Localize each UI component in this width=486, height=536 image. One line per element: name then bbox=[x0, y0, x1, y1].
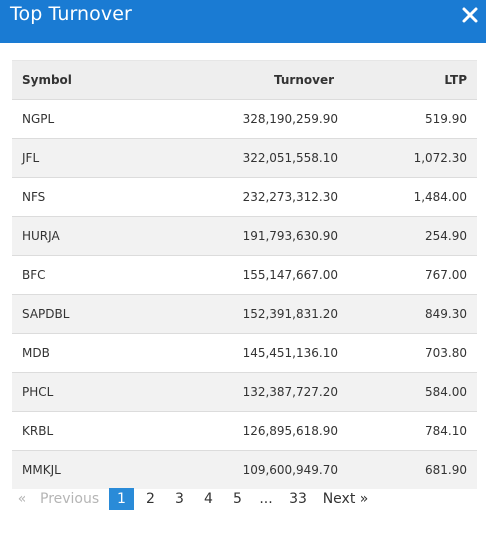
cell-turnover: 322,051,558.10 bbox=[242, 151, 338, 165]
table-row: BFC 155,147,667.00 767.00 bbox=[12, 255, 477, 294]
cell-ltp: 1,072.30 bbox=[413, 151, 467, 165]
cell-ltp: 254.90 bbox=[425, 229, 467, 243]
cell-ltp: 784.10 bbox=[425, 424, 467, 438]
table-row: MMKJL 109,600,949.70 681.90 bbox=[12, 450, 477, 489]
cell-turnover: 126,895,618.90 bbox=[242, 424, 338, 438]
cell-turnover: 328,190,259.90 bbox=[242, 112, 338, 126]
cell-symbol: NGPL bbox=[22, 112, 55, 126]
cell-turnover: 132,387,727.20 bbox=[242, 385, 338, 399]
cell-turnover: 109,600,949.70 bbox=[242, 463, 338, 477]
cell-ltp: 681.90 bbox=[425, 463, 467, 477]
pagination-ellipsis: ... bbox=[259, 491, 273, 507]
cell-ltp: 1,484.00 bbox=[413, 190, 467, 204]
cell-ltp: 584.00 bbox=[425, 385, 467, 399]
table-header: Symbol Turnover LTP bbox=[12, 60, 477, 99]
cell-symbol: HURJA bbox=[22, 229, 60, 243]
cell-ltp: 703.80 bbox=[425, 346, 467, 360]
page-button-4[interactable]: 4 bbox=[204, 491, 213, 507]
column-header-turnover[interactable]: Turnover bbox=[274, 73, 334, 87]
cell-ltp: 767.00 bbox=[425, 268, 467, 282]
next-arrow-icon[interactable]: » bbox=[359, 491, 369, 507]
page-button-33[interactable]: 33 bbox=[289, 491, 307, 507]
cell-symbol: PHCL bbox=[22, 385, 54, 399]
table-row: MDB 145,451,136.10 703.80 bbox=[12, 333, 477, 372]
turnover-table: Symbol Turnover LTP NGPL 328,190,259.90 … bbox=[12, 60, 477, 489]
cell-symbol: NFS bbox=[22, 190, 46, 204]
page-button-2[interactable]: 2 bbox=[146, 491, 155, 507]
cell-symbol: JFL bbox=[22, 151, 40, 165]
cell-ltp: 519.90 bbox=[425, 112, 467, 126]
modal-header: Top Turnover bbox=[0, 0, 486, 43]
table-row: SAPDBL 152,391,831.20 849.30 bbox=[12, 294, 477, 333]
previous-page-button: Previous bbox=[40, 491, 100, 507]
cell-turnover: 145,451,136.10 bbox=[242, 346, 338, 360]
table-row: HURJA 191,793,630.90 254.90 bbox=[12, 216, 477, 255]
cell-symbol: KRBL bbox=[22, 424, 54, 438]
cell-symbol: MMKJL bbox=[22, 463, 61, 477]
page-button-1[interactable]: 1 bbox=[109, 488, 134, 510]
cell-ltp: 849.30 bbox=[425, 307, 467, 321]
table-row: NFS 232,273,312.30 1,484.00 bbox=[12, 177, 477, 216]
table-row: KRBL 126,895,618.90 784.10 bbox=[12, 411, 477, 450]
cell-symbol: BFC bbox=[22, 268, 46, 282]
cell-turnover: 155,147,667.00 bbox=[242, 268, 338, 282]
column-header-ltp[interactable]: LTP bbox=[444, 73, 467, 87]
modal-title: Top Turnover bbox=[10, 3, 132, 25]
table-row: JFL 322,051,558.10 1,072.30 bbox=[12, 138, 477, 177]
close-icon[interactable] bbox=[460, 5, 480, 25]
page-button-5[interactable]: 5 bbox=[233, 491, 242, 507]
cell-turnover: 232,273,312.30 bbox=[242, 190, 338, 204]
page-button-3[interactable]: 3 bbox=[175, 491, 184, 507]
table-row: NGPL 328,190,259.90 519.90 bbox=[12, 99, 477, 138]
cell-turnover: 191,793,630.90 bbox=[242, 229, 338, 243]
cell-turnover: 152,391,831.20 bbox=[242, 307, 338, 321]
column-header-symbol[interactable]: Symbol bbox=[22, 73, 72, 87]
cell-symbol: SAPDBL bbox=[22, 307, 70, 321]
next-page-button[interactable]: Next bbox=[322, 491, 356, 507]
previous-arrow-icon: « bbox=[17, 491, 27, 507]
pagination: « Previous 1 2 3 4 5 ... 33 Next » bbox=[12, 488, 370, 510]
cell-symbol: MDB bbox=[22, 346, 50, 360]
table-row: PHCL 132,387,727.20 584.00 bbox=[12, 372, 477, 411]
